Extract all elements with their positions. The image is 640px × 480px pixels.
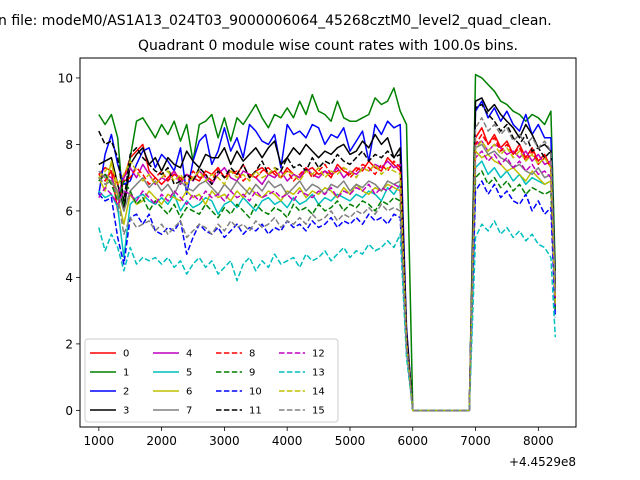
legend-label-15: 15 [312, 406, 325, 417]
y-tick-label: 2 [65, 337, 73, 351]
axes-frame [79, 57, 577, 428]
y-tick-label: 10 [58, 71, 73, 85]
x-tick-label: 5000 [335, 434, 366, 448]
legend-label-5: 5 [186, 368, 192, 379]
series-line-12 [98, 150, 557, 412]
x-tick-label: 6000 [397, 434, 428, 448]
y-tick-label: 8 [65, 138, 73, 152]
series-line-5 [98, 160, 557, 412]
legend-label-13: 13 [312, 368, 325, 379]
x-tick-label: 8000 [523, 434, 554, 448]
legend-label-12: 12 [312, 349, 325, 360]
x-tick-label: 7000 [460, 434, 491, 448]
series-line-9 [98, 170, 557, 412]
legend-label-8: 8 [249, 349, 255, 360]
series-line-8 [98, 133, 557, 412]
y-tick-label: 0 [65, 404, 73, 418]
legend-label-14: 14 [312, 387, 325, 398]
legend-label-6: 6 [186, 387, 192, 398]
legend-label-1: 1 [123, 368, 129, 379]
legend-label-4: 4 [186, 349, 192, 360]
series-line-1 [98, 73, 557, 412]
series-line-3 [98, 97, 557, 412]
series-line-15 [98, 117, 557, 412]
y-tick-label: 4 [65, 271, 73, 285]
legend-label-2: 2 [123, 387, 129, 398]
x-tick-label: 3000 [209, 434, 240, 448]
x-axis: 1000 2000 3000 4000 5000 6000 7000 8000 [84, 427, 554, 448]
series-line-14 [98, 140, 557, 412]
legend-label-0: 0 [123, 349, 129, 360]
x-tick-label: 2000 [146, 434, 177, 448]
legend-label-10: 10 [249, 387, 262, 398]
chart-title: Quadrant 0 module wise count rates with … [138, 38, 518, 54]
legend-label-3: 3 [123, 406, 129, 417]
x-tick-label: 4000 [272, 434, 303, 448]
series-line-13 [98, 220, 557, 412]
x-tick-label: 1000 [84, 434, 115, 448]
legend-frame [84, 338, 339, 423]
series-line-2 [98, 100, 557, 412]
plot-area [98, 73, 557, 412]
legend-label-11: 11 [249, 406, 262, 417]
y-axis: 0 2 4 6 8 10 [58, 71, 80, 418]
legend-label-7: 7 [186, 406, 192, 417]
figure-suptitle: n file: modeM0/AS1A13_024T03_9000006064_… [0, 13, 552, 29]
series-line-11 [98, 103, 557, 412]
x-axis-offset-label: +4.4529e8 [509, 455, 576, 469]
y-tick-label: 6 [65, 204, 73, 218]
legend-label-9: 9 [249, 368, 255, 379]
